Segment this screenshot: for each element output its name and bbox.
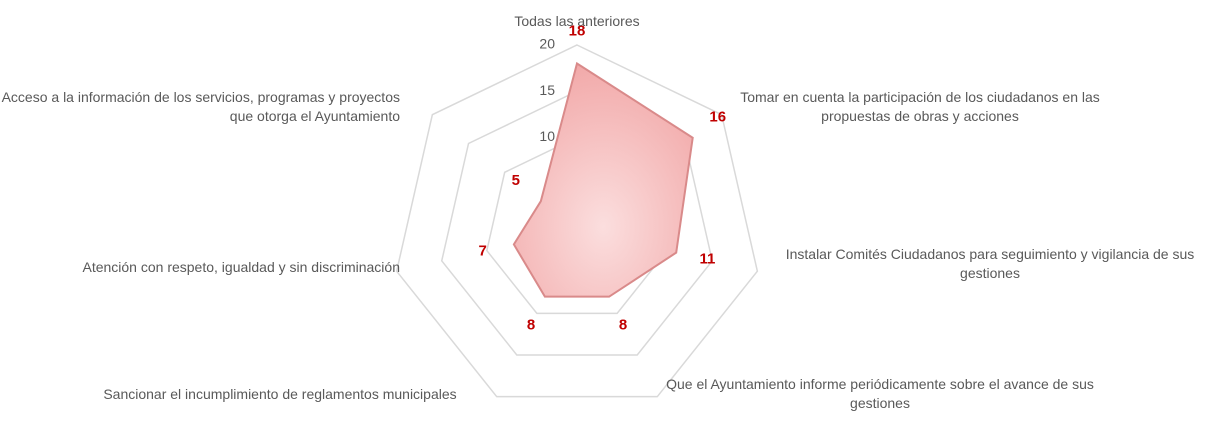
value-label: 11 <box>699 251 715 268</box>
r-tick-label: 20 <box>539 36 555 52</box>
grid-line <box>395 44 759 398</box>
category-label: Acceso a la información de los servicios… <box>1 89 400 124</box>
category-label: Tomar en cuenta la participación de los … <box>740 89 1100 124</box>
category-label: Todas las anteriores <box>514 13 640 29</box>
r-tick-label: 15 <box>539 82 555 98</box>
value-label: 16 <box>709 109 726 126</box>
category-label: Que el Ayuntamiento informe periódicamen… <box>666 376 1094 411</box>
data-area <box>512 61 694 298</box>
value-label: 8 <box>619 316 627 333</box>
category-label: Atención con respeto, igualdad y sin dis… <box>82 259 400 275</box>
value-label: 8 <box>527 316 535 333</box>
value-label: 18 <box>569 22 586 39</box>
value-label: 7 <box>479 242 487 259</box>
r-tick-label: 10 <box>539 128 555 144</box>
category-label: Instalar Comités Ciudadanos para seguimi… <box>785 246 1195 281</box>
category-label: Sancionar el incumplimiento de reglament… <box>103 386 457 402</box>
value-label: 5 <box>512 172 520 189</box>
